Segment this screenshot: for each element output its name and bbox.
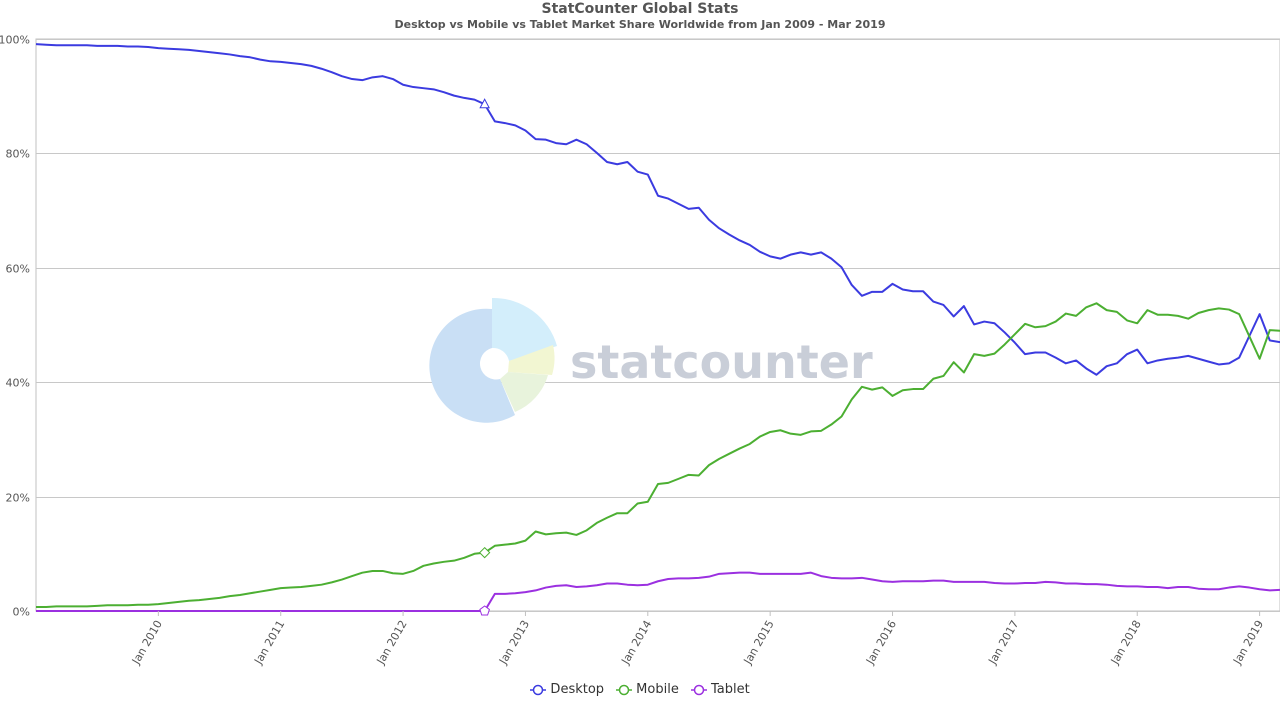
- y-tick-label: 60%: [6, 263, 30, 276]
- x-tick-label: Jan 2017: [985, 618, 1021, 667]
- y-tick-label: 40%: [6, 377, 30, 390]
- series-marker-tablet: [479, 605, 490, 616]
- series-marker-desktop: [479, 98, 490, 109]
- y-tick-label: 0%: [13, 606, 30, 619]
- legend: Desktop Mobile Tablet: [0, 682, 1280, 697]
- x-tick-label: Jan 2018: [1108, 618, 1144, 667]
- legend-item-mobile[interactable]: Mobile: [616, 682, 679, 697]
- statcounter-logo-icon: [429, 297, 557, 423]
- legend-swatch-desktop-icon: [530, 684, 547, 695]
- series-line-desktop: [35, 43, 1280, 376]
- series-marker-mobile: [478, 546, 491, 559]
- legend-item-tablet[interactable]: Tablet: [690, 682, 750, 697]
- legend-item-desktop[interactable]: Desktop: [530, 682, 604, 697]
- x-tick-label: Jan 2012: [374, 618, 410, 667]
- chart-title: StatCounter Global Stats: [541, 1, 739, 17]
- legend-swatch-tablet-icon: [690, 684, 707, 695]
- series-layer: [35, 43, 1280, 616]
- grid-layer: [35, 38, 1280, 612]
- legend-swatch-mobile-icon: [616, 684, 633, 695]
- x-tick-label: Jan 2011: [251, 618, 287, 667]
- legend-label: Tablet: [706, 682, 750, 697]
- legend-label: Desktop: [546, 682, 605, 697]
- chart-subtitle: Desktop vs Mobile vs Tablet Market Share…: [394, 18, 886, 31]
- x-tick-label: Jan 2013: [496, 618, 532, 667]
- y-tick-label: 20%: [6, 492, 30, 505]
- plot-frame: [35, 38, 1280, 612]
- x-tick-label: Jan 2010: [129, 618, 165, 667]
- x-tick-label: Jan 2019: [1230, 618, 1266, 667]
- x-tick-label: Jan 2015: [741, 618, 777, 667]
- legend-label: Mobile: [632, 682, 679, 697]
- x-tick-label: Jan 2014: [618, 618, 654, 667]
- series-line-mobile: [36, 302, 1280, 608]
- watermark-text: statcounter: [570, 335, 873, 389]
- y-tick-label: 100%: [0, 34, 30, 47]
- x-tick-label: Jan 2016: [863, 618, 899, 667]
- watermark: statcounter: [429, 297, 873, 423]
- y-tick-label: 80%: [6, 148, 30, 161]
- series-line-tablet: [36, 571, 1280, 612]
